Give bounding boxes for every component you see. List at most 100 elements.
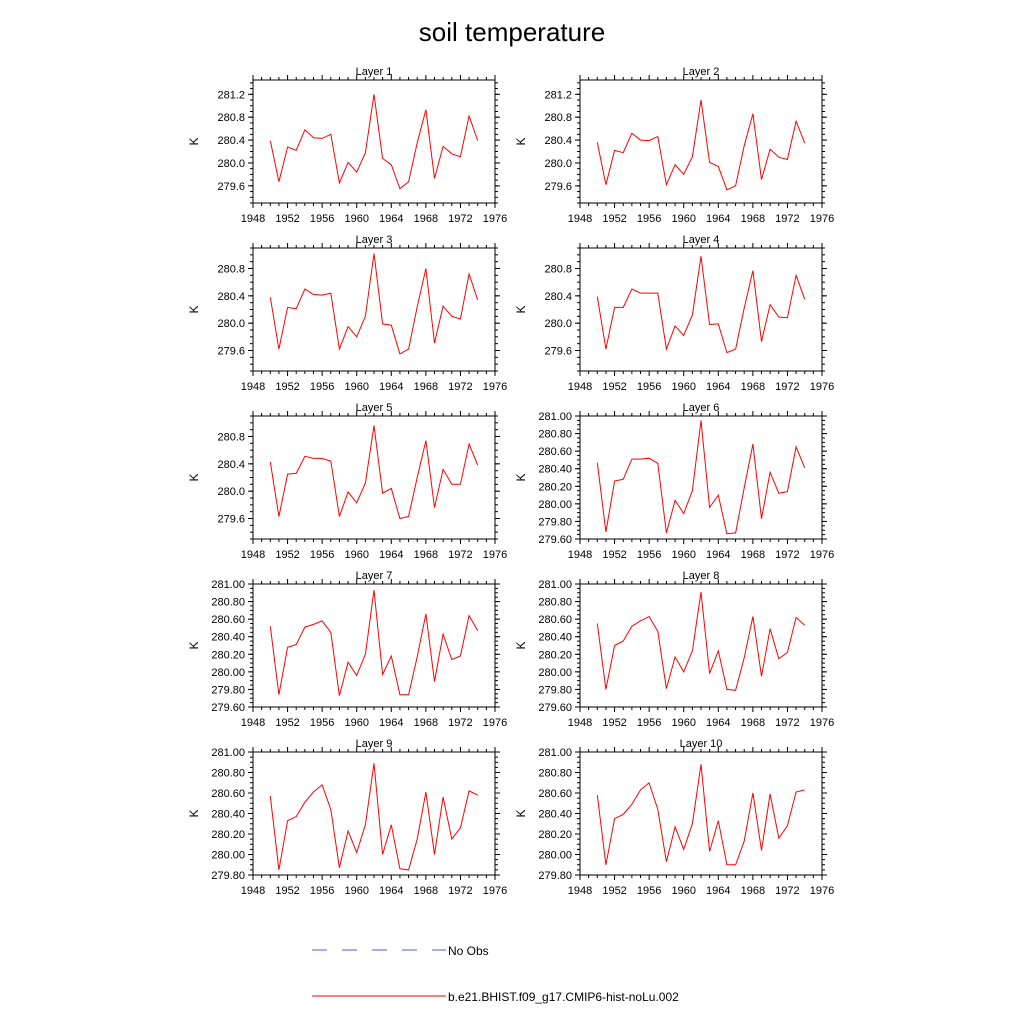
y-axis-label: K (514, 641, 528, 649)
panel-layer-7: Layer 7 K 1948 1952 1956 1960 1964 1968 1972 1976… (187, 570, 507, 729)
y-tick-label: 280.4 (217, 291, 245, 303)
x-tick-label: 1956 (310, 717, 334, 729)
x-tick-label: 1948 (568, 549, 592, 561)
x-tick-label: 1956 (310, 885, 334, 897)
y-tick-label: 280.40 (211, 632, 245, 644)
plot-frame (252, 247, 496, 372)
y-tick-label: 280.40 (211, 809, 245, 821)
x-tick-label: 1948 (241, 717, 265, 729)
x-tick-label: 1964 (379, 381, 403, 393)
x-tick-label: 1968 (741, 381, 765, 393)
x-tick-label: 1968 (741, 549, 765, 561)
panel-layer-4: Layer 4 K 1948 1952 1956 1960 1964 1968 1972 1976… (514, 234, 834, 393)
y-tick-label: 280.4 (217, 135, 245, 147)
x-tick-label: 1960 (671, 381, 695, 393)
series-line (269, 763, 478, 871)
x-tick-label: 1968 (414, 885, 438, 897)
y-tick-label: 281.00 (538, 747, 572, 759)
y-tick-label: 280.0 (217, 318, 245, 330)
y-tick-label: 280.20 (211, 649, 245, 661)
y-tick-label: 280.4 (544, 135, 572, 147)
y-tick-label: 279.80 (538, 870, 572, 882)
panel-title: Layer 8 (683, 570, 720, 582)
panel-layer-3: Layer 3 K 1948 1952 1956 1960 1964 1968 1972 1976… (187, 234, 507, 393)
x-tick-label: 1956 (637, 213, 661, 225)
panel-title: Layer 3 (356, 234, 393, 246)
x-tick-label: 1976 (810, 381, 834, 393)
plot-frame (252, 751, 496, 876)
y-tick-label: 280.8 (544, 264, 572, 276)
y-tick-label: 280.60 (538, 788, 572, 800)
plot-frame (579, 583, 823, 708)
y-tick-label: 280.8 (217, 432, 245, 444)
y-tick-label: 280.60 (538, 446, 572, 458)
y-tick-label: 280.00 (538, 499, 572, 511)
x-tick-label: 1956 (637, 549, 661, 561)
panel-title: Layer 7 (356, 570, 393, 582)
x-tick-label: 1956 (310, 381, 334, 393)
x-tick-label: 1952 (602, 885, 626, 897)
y-tick-label: 280.80 (538, 768, 572, 780)
y-tick-label: 280.20 (538, 649, 572, 661)
panel-title: Layer 6 (683, 402, 720, 414)
y-tick-label: 280.8 (217, 112, 245, 124)
x-tick-label: 1956 (637, 885, 661, 897)
x-tick-label: 1964 (706, 885, 730, 897)
y-tick-label: 280.80 (211, 768, 245, 780)
x-tick-label: 1948 (568, 885, 592, 897)
y-tick-label: 279.80 (211, 684, 245, 696)
y-tick-label: 279.6 (544, 346, 572, 358)
x-tick-label: 1976 (483, 717, 507, 729)
x-tick-label: 1956 (310, 213, 334, 225)
plot-frame (579, 415, 823, 540)
x-tick-label: 1972 (448, 549, 472, 561)
y-tick-label: 279.6 (217, 181, 245, 193)
y-tick-label: 280.20 (211, 829, 245, 841)
x-tick-label: 1976 (810, 717, 834, 729)
panel-layer-2: Layer 2 K 1948 1952 1956 1960 1964 1968 1972 1976… (514, 66, 834, 225)
y-tick-label: 280.80 (211, 597, 245, 609)
y-tick-label: 279.6 (217, 514, 245, 526)
x-tick-label: 1960 (671, 549, 695, 561)
y-tick-label: 280.0 (544, 318, 572, 330)
x-tick-label: 1952 (275, 885, 299, 897)
panel-title: Layer 4 (683, 234, 720, 246)
x-tick-label: 1968 (741, 213, 765, 225)
x-tick-label: 1948 (241, 549, 265, 561)
x-tick-label: 1972 (775, 549, 799, 561)
x-tick-label: 1952 (602, 381, 626, 393)
y-axis-label: K (514, 809, 528, 817)
panel-layer-1: Layer 1 K 1948 1952 1956 1960 1964 1968 1972 1976… (187, 66, 507, 225)
x-tick-label: 1964 (379, 549, 403, 561)
panel-title: Layer 10 (680, 738, 723, 750)
x-tick-label: 1956 (637, 717, 661, 729)
y-tick-label: 280.40 (538, 809, 572, 821)
y-axis-label: K (514, 305, 528, 313)
y-tick-label: 280.80 (538, 597, 572, 609)
x-tick-label: 1968 (414, 549, 438, 561)
x-tick-label: 1972 (448, 717, 472, 729)
y-axis-label: K (187, 473, 201, 481)
panel-grid: Layer 1 K 1948 1952 1956 1960 1964 1968 1972 1976… (187, 66, 834, 897)
y-tick-label: 279.60 (538, 534, 572, 546)
y-tick-label: 280.00 (211, 850, 245, 862)
panel-layer-9: Layer 9 K 1948 1952 1956 1960 1964 1968 1972 1976… (187, 738, 507, 897)
y-tick-label: 280.60 (211, 614, 245, 626)
series-line (596, 764, 805, 866)
x-tick-label: 1972 (775, 213, 799, 225)
y-tick-label: 280.0 (217, 158, 245, 170)
y-tick-label: 280.00 (211, 667, 245, 679)
x-tick-label: 1964 (706, 717, 730, 729)
x-tick-label: 1948 (568, 381, 592, 393)
legend-label-no-obs: No Obs (448, 944, 489, 958)
plot-frame (252, 415, 496, 540)
panel-layer-8: Layer 8 K 1948 1952 1956 1960 1964 1968 1972 1976… (514, 570, 834, 729)
x-tick-label: 1960 (344, 549, 368, 561)
x-tick-label: 1976 (810, 549, 834, 561)
y-tick-label: 280.40 (538, 632, 572, 644)
y-tick-label: 280.60 (211, 788, 245, 800)
x-tick-label: 1952 (602, 213, 626, 225)
x-tick-label: 1972 (775, 381, 799, 393)
series-line (596, 591, 806, 691)
